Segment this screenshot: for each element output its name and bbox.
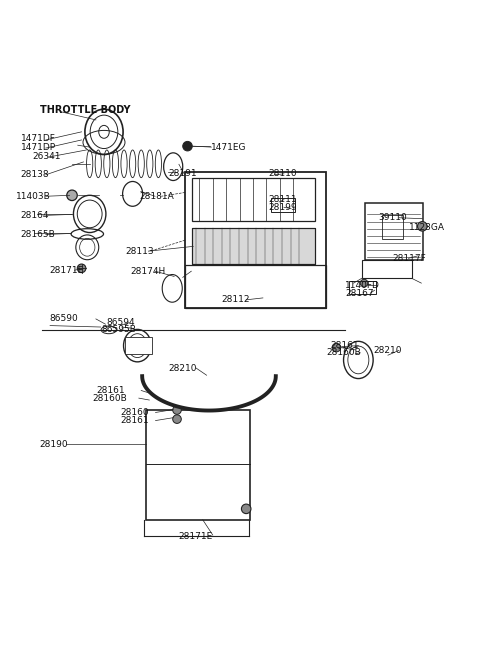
Bar [349, 281, 376, 294]
Text: 86590: 86590 [49, 314, 78, 324]
Text: 28181A: 28181A [140, 192, 175, 201]
Circle shape [173, 405, 181, 415]
Bar [271, 198, 295, 212]
Text: 28113: 28113 [125, 247, 154, 255]
Bar [185, 265, 326, 309]
Text: 28160B: 28160B [92, 394, 127, 403]
Bar [192, 228, 315, 264]
Text: 28161: 28161 [331, 341, 360, 350]
Text: 28111: 28111 [269, 195, 297, 204]
Text: 28190: 28190 [39, 440, 68, 449]
Bar [124, 337, 152, 354]
Circle shape [332, 343, 341, 352]
Text: 28165B: 28165B [21, 230, 55, 239]
Text: 28171E: 28171E [178, 532, 212, 541]
Text: 28210: 28210 [168, 364, 197, 373]
Bar [192, 178, 315, 221]
Text: 28110: 28110 [269, 170, 297, 178]
Text: 1471DP: 1471DP [21, 143, 56, 151]
Text: 86594: 86594 [107, 318, 135, 328]
Bar [192, 228, 315, 264]
Text: THROTTLE BODY: THROTTLE BODY [39, 105, 130, 115]
Text: 28171E: 28171E [49, 266, 84, 274]
Text: 39110: 39110 [378, 214, 407, 222]
Bar [365, 204, 423, 260]
Bar [362, 260, 412, 278]
Circle shape [67, 190, 77, 200]
Text: 1471DF: 1471DF [21, 134, 55, 143]
Bar [185, 172, 326, 309]
Text: 28161: 28161 [97, 386, 125, 395]
Text: 28138: 28138 [21, 170, 49, 179]
Bar [145, 410, 250, 520]
Text: 28164: 28164 [21, 211, 49, 220]
Circle shape [173, 415, 181, 423]
Circle shape [77, 264, 86, 272]
Text: 28174H: 28174H [130, 267, 166, 276]
Text: 28191: 28191 [168, 170, 197, 178]
Circle shape [183, 141, 192, 151]
Text: 28112: 28112 [221, 295, 250, 305]
Circle shape [418, 221, 427, 231]
Text: 28161: 28161 [120, 416, 149, 425]
Text: 1140FD: 1140FD [345, 281, 380, 290]
Text: 11403B: 11403B [16, 192, 50, 201]
Text: 28167: 28167 [345, 289, 373, 297]
Text: 28210: 28210 [373, 346, 402, 355]
Text: 28160: 28160 [120, 408, 149, 417]
Bar [382, 215, 403, 239]
Circle shape [241, 504, 251, 514]
Text: 28160B: 28160B [326, 348, 360, 357]
Text: 1471EG: 1471EG [211, 143, 247, 151]
Text: 26341: 26341 [33, 152, 61, 161]
Circle shape [360, 279, 368, 287]
Text: 1123GA: 1123GA [409, 223, 445, 232]
Text: 28199: 28199 [269, 203, 297, 212]
Text: 86595B: 86595B [102, 325, 136, 334]
Text: 28117F: 28117F [393, 253, 426, 263]
